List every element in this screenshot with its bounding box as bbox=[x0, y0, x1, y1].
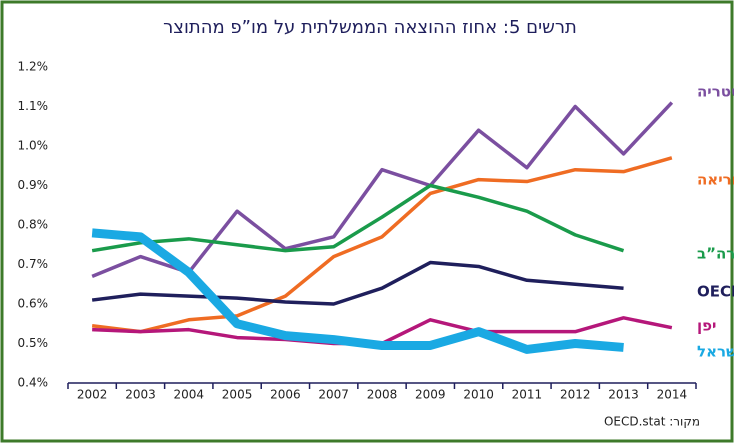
x-tick-label: 2008 bbox=[367, 388, 398, 402]
x-tick-label: 2014 bbox=[657, 388, 688, 402]
y-tick-label: 1.1% bbox=[18, 99, 49, 113]
y-tick-label: 0.8% bbox=[18, 218, 49, 232]
x-tick-label: 2005 bbox=[222, 388, 253, 402]
series-line bbox=[91, 156, 673, 334]
y-tick-label: 1.2% bbox=[18, 60, 49, 74]
series-line bbox=[91, 228, 624, 354]
source: מקור: OECD.stat bbox=[604, 415, 700, 429]
x-tick-label: 2009 bbox=[415, 388, 446, 402]
legend-label: יפן bbox=[697, 317, 716, 335]
x-tick-label: 2010 bbox=[463, 388, 494, 402]
x-tick-label: 2003 bbox=[125, 388, 156, 402]
legend-label: ישראל bbox=[697, 343, 734, 361]
legend-label: דרום קוריאה bbox=[697, 171, 734, 189]
y-tick-label: 0.9% bbox=[18, 178, 49, 192]
legend-label: OECD bbox=[697, 283, 734, 301]
x-tick-label: 2006 bbox=[270, 388, 301, 402]
legend-label: אוסטריה bbox=[697, 83, 734, 101]
x-tick-label: 2002 bbox=[77, 388, 108, 402]
x-tick-label: 2012 bbox=[560, 388, 591, 402]
x-tick-label: 2007 bbox=[318, 388, 349, 402]
y-tick-label: 0.4% bbox=[18, 376, 49, 390]
x-tick-label: 2011 bbox=[512, 388, 543, 402]
y-tick-label: 0.6% bbox=[18, 297, 49, 311]
legend-label: ארה”ב bbox=[697, 245, 734, 263]
series-line bbox=[91, 183, 625, 253]
x-tick-label: 2004 bbox=[173, 388, 204, 402]
y-tick-label: 1.0% bbox=[18, 139, 49, 153]
x-tick-label: 2013 bbox=[608, 388, 639, 402]
y-tick-label: 0.7% bbox=[18, 257, 49, 271]
chart-title: תרשים 5: אחוז ההוצאה הממשלתית על מו”פ מה… bbox=[163, 17, 577, 38]
series-line bbox=[91, 260, 624, 306]
y-tick-label: 0.5% bbox=[18, 336, 49, 350]
